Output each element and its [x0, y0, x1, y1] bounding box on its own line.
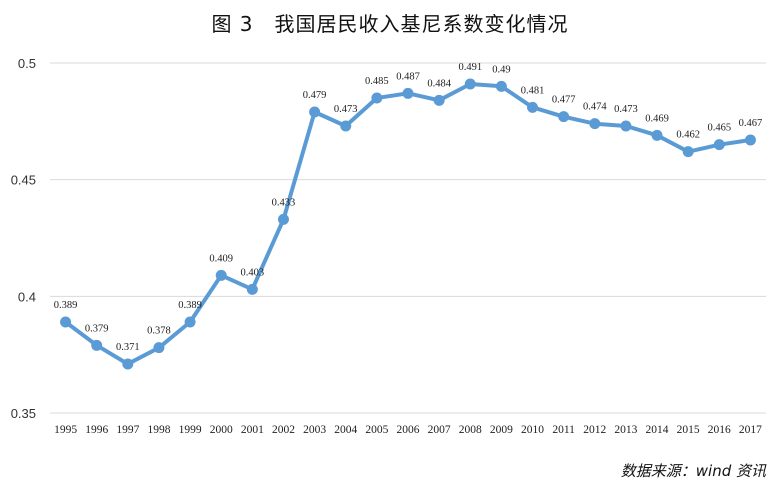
data-point — [620, 120, 632, 132]
data-label: 0.467 — [739, 118, 763, 129]
x-tick-label: 2004 — [334, 424, 357, 436]
x-tick-label: 2017 — [739, 424, 762, 436]
x-tick-label: 2003 — [303, 424, 326, 436]
x-tick-label: 2000 — [210, 424, 233, 436]
data-point — [651, 129, 663, 141]
data-point — [246, 283, 258, 295]
data-label: 0.474 — [583, 102, 607, 113]
data-label: 0.462 — [676, 130, 700, 141]
y-tick-label: 0.35 — [11, 406, 36, 421]
data-point — [371, 92, 383, 104]
series-line — [63, 82, 753, 366]
x-tick-label: 2002 — [272, 424, 295, 436]
data-point — [589, 118, 601, 130]
data-label: 0.487 — [396, 71, 420, 82]
data-point — [558, 111, 570, 123]
data-label: 0.481 — [521, 85, 545, 96]
x-tick-label: 2013 — [614, 424, 637, 436]
x-tick-label: 2011 — [552, 424, 575, 436]
data-labels: 0.389 0.379 0.371 0.378 0.389 0.409 0.403 0.433… — [54, 62, 762, 353]
y-axis-ticks: 0.35 0.4 0.45 0.5 — [11, 56, 36, 421]
x-tick-label: 2005 — [365, 424, 388, 436]
data-point — [682, 146, 694, 158]
data-point — [402, 87, 414, 99]
x-axis-ticks: 1995 1996 1997 1998 1999 2000 2001 2002 2003 2004… — [54, 424, 762, 436]
data-point — [277, 213, 289, 225]
data-point — [91, 339, 103, 351]
data-label: 0.433 — [272, 197, 296, 208]
data-label: 0.477 — [552, 95, 576, 106]
data-point — [433, 94, 445, 106]
data-point — [215, 269, 227, 281]
data-label: 0.389 — [178, 300, 202, 311]
x-tick-label: 2009 — [490, 424, 513, 436]
data-point — [464, 78, 476, 90]
x-tick-label: 1999 — [179, 424, 202, 436]
series-line-layer — [63, 82, 753, 366]
y-tick-label: 0.45 — [11, 173, 36, 188]
chart-title: 图 3 我国居民收入基尼系数变化情况 — [211, 12, 569, 36]
data-label: 0.485 — [365, 76, 389, 87]
source-note: 数据来源：wind 资讯 — [620, 462, 766, 480]
y-tick-label: 0.5 — [18, 56, 36, 71]
x-tick-label: 2012 — [583, 424, 606, 436]
data-point — [527, 101, 539, 113]
data-point — [309, 106, 321, 118]
data-point — [153, 342, 165, 354]
data-label: 0.473 — [334, 104, 358, 115]
data-point — [60, 316, 72, 328]
x-tick-label: 1995 — [54, 424, 77, 436]
x-tick-label: 2016 — [708, 424, 731, 436]
data-point — [744, 134, 756, 146]
x-tick-label: 2007 — [428, 424, 451, 436]
x-tick-label: 2001 — [241, 424, 264, 436]
x-tick-label: 2008 — [459, 424, 482, 436]
data-label: 0.403 — [241, 267, 265, 278]
data-points — [60, 78, 756, 370]
x-tick-label: 2014 — [646, 424, 669, 436]
data-label: 0.379 — [85, 323, 109, 334]
data-label: 0.491 — [458, 62, 482, 73]
data-point — [495, 80, 507, 92]
data-label: 0.378 — [147, 326, 171, 337]
data-label: 0.484 — [427, 78, 451, 89]
gridlines — [50, 62, 766, 414]
data-label: 0.473 — [614, 104, 638, 115]
data-label: 0.389 — [54, 300, 78, 311]
data-label: 0.479 — [303, 90, 327, 101]
y-tick-label: 0.4 — [18, 289, 36, 304]
data-point — [122, 358, 134, 370]
data-point — [184, 316, 196, 328]
x-tick-label: 1998 — [147, 424, 170, 436]
data-label: 0.409 — [209, 253, 233, 264]
x-tick-label: 1997 — [116, 424, 139, 436]
x-tick-label: 1996 — [85, 424, 108, 436]
data-point — [340, 120, 352, 132]
data-label: 0.469 — [645, 113, 669, 124]
data-label: 0.49 — [492, 64, 510, 75]
data-label: 0.465 — [707, 123, 731, 134]
data-point — [713, 139, 725, 151]
x-tick-label: 2015 — [677, 424, 700, 436]
x-tick-label: 2006 — [397, 424, 420, 436]
x-tick-label: 2010 — [521, 424, 544, 436]
data-label: 0.371 — [116, 342, 140, 353]
